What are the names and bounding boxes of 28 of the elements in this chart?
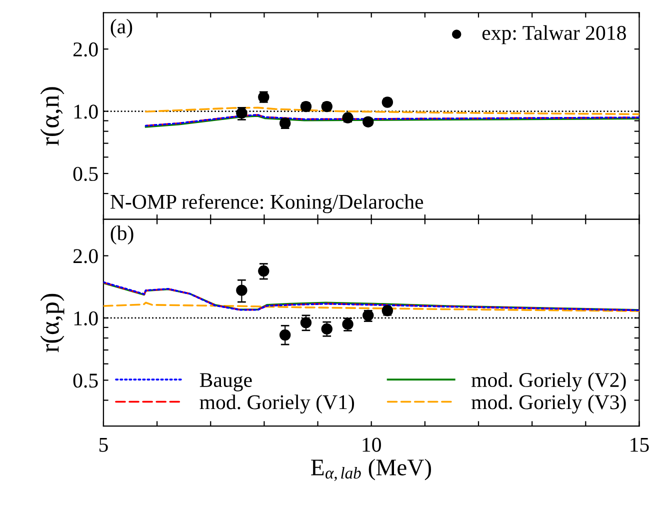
y-tick-label: 0.5: [73, 374, 98, 388]
legend-label: mod. Goriely (V1): [200, 394, 354, 414]
point: [236, 284, 248, 296]
x-axis-title: E$_{α,lab}$ (MeV): [311, 458, 432, 482]
legend-label: exp: Talwar 2018: [482, 25, 626, 44]
y-axis-title: r(α,n): [40, 87, 64, 146]
annotation: (b): [110, 226, 134, 244]
point: [342, 112, 354, 124]
point: [258, 265, 270, 277]
point: [362, 116, 374, 128]
x-tick-label: 5: [99, 438, 108, 452]
x-tick-label: 10: [362, 438, 381, 452]
y-tick-label: 0.5: [73, 166, 98, 182]
y-tick-label: 1.0: [74, 104, 98, 119]
y-tick-label: 2.0: [73, 249, 98, 264]
y-tick-label: 1.0: [74, 311, 98, 326]
line-series: [144, 106, 640, 116]
y-tick-label: 2.0: [73, 42, 98, 57]
x-tick-label: 15: [630, 438, 649, 452]
legend-label: mod. Goriely (V3): [472, 394, 626, 414]
line-series: [103, 302, 640, 312]
legend-label: mod. Goriely (V2): [472, 372, 626, 392]
point: [279, 329, 291, 341]
annotation: (a): [110, 18, 132, 38]
y-axis-title: r(α,p): [40, 294, 64, 352]
annotation: N-OMP reference: Koning/Delaroche: [110, 194, 424, 214]
point: [300, 317, 312, 328]
legend-label: Bauge: [200, 373, 252, 392]
